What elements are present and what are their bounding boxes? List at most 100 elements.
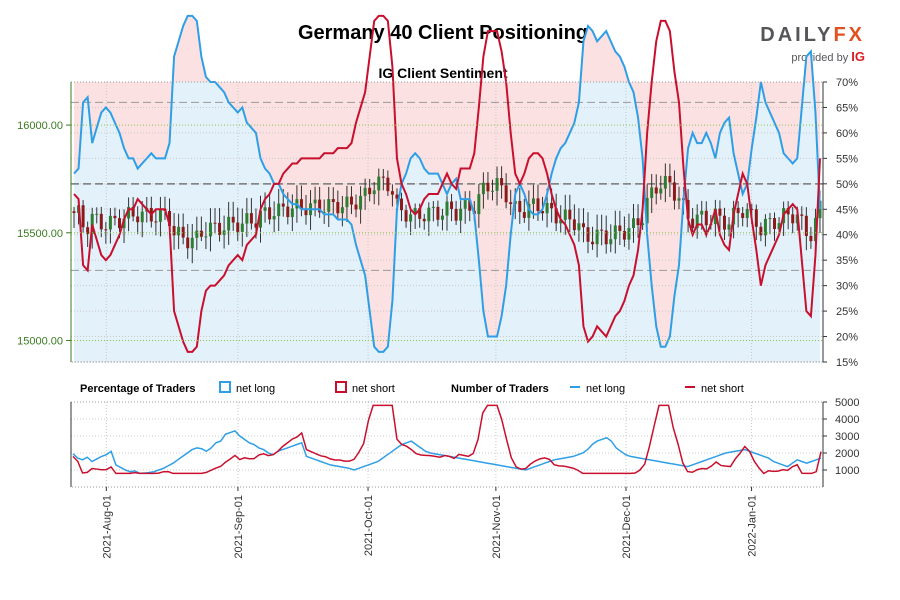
candle-body — [818, 200, 822, 219]
candle-body — [632, 218, 635, 228]
x-tick-label: 2021-Oct-01 — [363, 495, 375, 556]
candle-body — [768, 218, 772, 220]
candle-body — [736, 207, 740, 214]
candle-body — [468, 200, 472, 211]
candle-body — [509, 202, 513, 205]
candle-body — [554, 208, 558, 224]
candle-body — [86, 227, 90, 234]
candle-body — [195, 230, 199, 238]
candle-body — [695, 214, 699, 229]
candle-body — [413, 208, 417, 215]
candle-body — [754, 209, 758, 227]
candle-body — [259, 210, 262, 228]
candle-body — [750, 208, 754, 210]
candle-body — [445, 201, 449, 216]
candle-body — [431, 206, 435, 208]
candle-body — [186, 237, 190, 249]
logo-text-fx: FX — [833, 24, 865, 46]
candle-body — [359, 195, 363, 210]
candle-body — [663, 176, 667, 189]
candle-body — [581, 223, 585, 228]
candle-body — [650, 187, 654, 198]
candle-body — [672, 182, 676, 201]
legend-pct-heading: Percentage of Traders — [80, 383, 196, 395]
candle-body — [454, 208, 458, 221]
legend-pct-long-swatch — [219, 381, 231, 393]
candle-body — [531, 198, 535, 204]
net-short-count-line — [72, 404, 822, 475]
candle-body — [604, 230, 608, 245]
candle-body — [595, 229, 599, 245]
legend-pct-short-swatch — [335, 381, 347, 393]
candle-body — [654, 187, 658, 194]
sentiment-tick-label: 30% — [836, 281, 858, 293]
candle-body — [218, 222, 222, 235]
candle-body — [409, 214, 413, 222]
candle-body — [177, 226, 181, 236]
candle-body — [349, 196, 353, 205]
sentiment-tick-label: 40% — [836, 230, 858, 242]
candle-body — [377, 176, 381, 191]
sentiment-tick-label: 45% — [836, 204, 858, 216]
candle-body — [354, 204, 358, 210]
candle-body — [299, 199, 303, 209]
count-tick-label: 4000 — [835, 414, 859, 426]
candle-body — [559, 219, 563, 224]
candle-body — [318, 199, 322, 213]
candle-body — [490, 190, 494, 192]
candle-body — [450, 201, 454, 209]
net-long-pct-line — [73, 14, 821, 353]
ig-brand: IG — [851, 49, 865, 64]
candle-body — [786, 208, 790, 215]
candle-body — [522, 212, 526, 218]
candle-body — [368, 187, 372, 195]
candle-body — [704, 210, 708, 226]
candle-body — [545, 202, 549, 214]
sentiment-tick-label: 65% — [836, 102, 858, 114]
count-tick-label: 1000 — [835, 465, 859, 477]
candle-body — [372, 190, 376, 195]
candle-body — [81, 205, 85, 228]
candle-body — [422, 218, 426, 222]
candle-body — [745, 208, 749, 219]
legend-num-heading: Number of Traders — [451, 383, 549, 395]
candle-body — [527, 203, 531, 218]
candle-body — [763, 218, 767, 236]
net-short-pct-line — [73, 14, 821, 353]
candle-body — [281, 203, 285, 207]
bottom-plot-frame — [70, 401, 824, 488]
logo-text-daily: DAILY — [760, 24, 834, 46]
candle-body — [609, 239, 613, 245]
candle-body — [104, 229, 108, 231]
candle-body — [727, 224, 731, 230]
candle-body — [108, 215, 112, 230]
candle-body — [577, 223, 581, 231]
candle-body — [199, 230, 203, 237]
candle-body — [127, 206, 131, 219]
candle-body — [117, 218, 121, 229]
candle-body — [313, 199, 317, 204]
candle-body — [286, 206, 290, 218]
candle-body — [427, 207, 431, 222]
candle-body — [277, 203, 281, 217]
candle-body — [395, 194, 399, 199]
candle-body — [254, 223, 258, 228]
candle-body — [809, 235, 813, 242]
sentiment-tick-label: 25% — [836, 306, 858, 318]
price-tick-label: 15000.00 — [17, 335, 63, 347]
sentiment-tick-label: 15% — [836, 357, 858, 369]
chart-title: Germany 40 Client Positioning — [297, 22, 589, 44]
count-tick-label: 3000 — [835, 431, 859, 443]
candle-body — [154, 221, 158, 223]
legend-pct-short-label: net short — [352, 383, 395, 395]
x-tick-label: 2021-Aug-01 — [101, 495, 113, 559]
candle-body — [618, 225, 622, 232]
candle-body — [722, 215, 726, 230]
candle-body — [95, 213, 99, 215]
sentiment-tick-label: 35% — [836, 255, 858, 267]
candle-body — [645, 197, 649, 224]
price-tick-label: 15500.00 — [17, 228, 63, 240]
candle-body — [122, 218, 126, 229]
x-tick-label: 2021-Nov-01 — [491, 495, 503, 559]
